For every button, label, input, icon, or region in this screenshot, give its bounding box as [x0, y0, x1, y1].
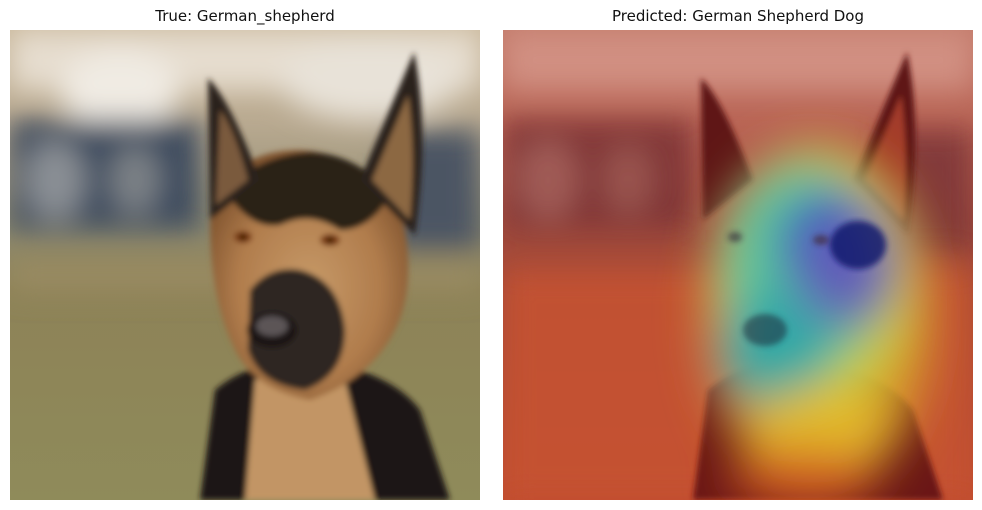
heatmap-overlay-photo: [503, 30, 973, 500]
dog-photo-original: [10, 30, 480, 500]
dog-photo-heatmap: [503, 30, 973, 500]
heatmap-image-panel: Predicted: German Shepherd Dog: [503, 0, 973, 510]
predicted-label-title: Predicted: German Shepherd Dog: [611, 7, 865, 25]
true-label-title: True: German_shepherd: [155, 7, 335, 25]
original-image-panel: True: German_shepherd: [10, 0, 480, 510]
original-photo: [10, 30, 480, 500]
